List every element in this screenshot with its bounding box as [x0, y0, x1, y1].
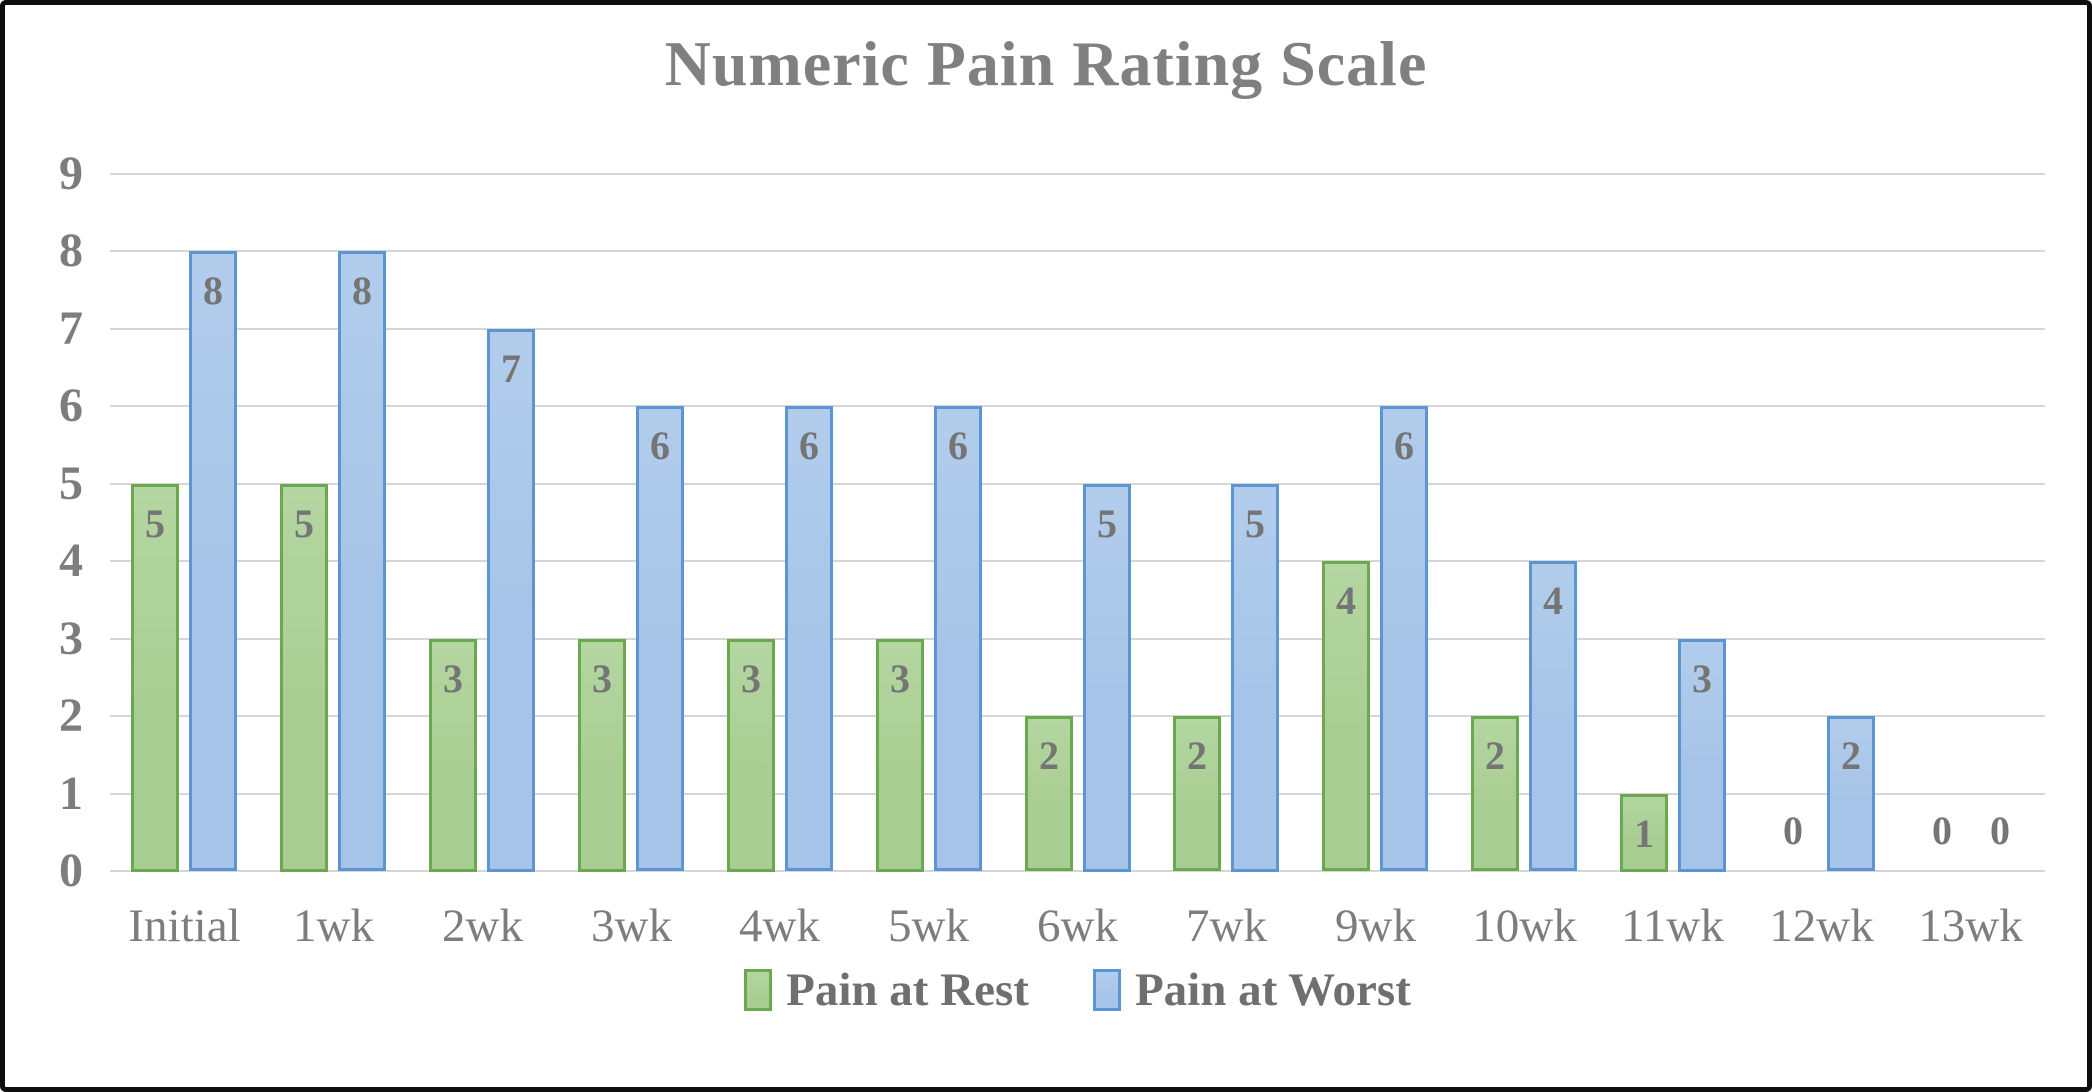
y-axis-tick-label: 5 [59, 457, 83, 510]
gridline-y-1 [110, 793, 2045, 795]
gridline-y-5 [110, 483, 2045, 485]
legend-item-pain-at-worst: Pain at Worst [1092, 960, 1411, 1020]
x-axis-tick-label-12wk: 12wk [1769, 900, 1874, 952]
data-label: 1 [1634, 811, 1654, 856]
data-label: 8 [352, 268, 372, 313]
legend: Pain at Rest Pain at Worst [110, 960, 2045, 1020]
data-label: 2 [1841, 733, 1861, 778]
data-label: 5 [294, 501, 314, 546]
x-axis-tick-label-7wk: 7wk [1186, 900, 1267, 952]
bar-pain-at-worst-1wk [338, 251, 386, 871]
data-label: 0 [1932, 808, 1952, 853]
legend-swatch-pain-at-worst-icon [1092, 969, 1121, 1011]
data-label: 3 [1692, 656, 1712, 701]
data-label: 3 [890, 656, 910, 701]
bar-pain-at-rest-3wk [578, 639, 626, 872]
data-label: 6 [1394, 423, 1414, 468]
bar-pain-at-rest-Initial [131, 484, 179, 872]
gridline-y-2 [110, 715, 2045, 717]
gridline-y-8 [110, 250, 2045, 252]
bar-pain-at-worst-11wk [1678, 639, 1726, 872]
x-axis-tick-label-6wk: 6wk [1037, 900, 1118, 952]
x-axis-tick-label-4wk: 4wk [739, 900, 820, 952]
gridline-y-3 [110, 638, 2045, 640]
bar-pain-at-worst-9wk [1380, 406, 1428, 871]
legend-label-pain-at-worst: Pain at Worst [1134, 964, 1411, 1016]
bar-pain-at-rest-2wk [429, 639, 477, 872]
data-label: 8 [203, 268, 223, 313]
data-label: 3 [741, 656, 761, 701]
bar-pain-at-worst-7wk [1231, 484, 1279, 872]
gridline-y-9 [110, 173, 2045, 175]
bar-pain-at-rest-9wk [1322, 561, 1370, 871]
chart-title: Numeric Pain Rating Scale [664, 28, 1428, 99]
data-label: 6 [799, 423, 819, 468]
gridline-y-4 [110, 560, 2045, 562]
bar-pain-at-worst-6wk [1083, 484, 1131, 872]
data-label: 3 [592, 656, 612, 701]
x-axis-tick-label-3wk: 3wk [591, 900, 672, 952]
data-label: 5 [1097, 501, 1117, 546]
data-label: 4 [1336, 578, 1356, 623]
bar-pain-at-rest-6wk [1025, 716, 1073, 871]
bar-pain-at-rest-5wk [876, 639, 924, 872]
gridline-y-7 [110, 328, 2045, 330]
data-label: 2 [1187, 733, 1207, 778]
bar-pain-at-worst-5wk [934, 406, 982, 871]
x-axis-tick-label-11wk: 11wk [1621, 900, 1724, 952]
data-label: 4 [1543, 578, 1563, 623]
y-axis-tick-label: 1 [59, 767, 83, 820]
data-label: 0 [1783, 808, 1803, 853]
x-axis-tick-label-5wk: 5wk [888, 900, 969, 952]
y-axis-tick-label: 0 [59, 844, 83, 897]
data-label: 7 [501, 346, 521, 391]
y-axis-tick-label: 4 [59, 534, 83, 587]
bar-pain-at-worst-4wk [785, 406, 833, 871]
gridline-y-0 [110, 870, 2045, 872]
x-axis-tick-label-9wk: 9wk [1335, 900, 1416, 952]
gridline-y-6 [110, 405, 2045, 407]
legend-label-pain-at-rest: Pain at Rest [786, 964, 1029, 1016]
bar-pain-at-worst-2wk [487, 329, 535, 872]
y-axis-tick-label: 2 [59, 689, 83, 742]
bar-pain-at-rest-4wk [727, 639, 775, 872]
bar-pain-at-worst-12wk [1827, 716, 1875, 871]
bar-pain-at-worst-3wk [636, 406, 684, 871]
x-axis-tick-label-Initial: Initial [128, 900, 241, 952]
y-axis-tick-label: 7 [59, 302, 83, 355]
x-axis-tick-label-13wk: 13wk [1918, 900, 2023, 952]
y-axis-tick-label: 6 [59, 379, 83, 432]
x-axis-tick-label-1wk: 1wk [293, 900, 374, 952]
x-axis-tick-label-10wk: 10wk [1472, 900, 1577, 952]
legend-swatch-pain-at-rest-icon [744, 969, 773, 1011]
data-label: 5 [1245, 501, 1265, 546]
y-axis-tick-label: 3 [59, 612, 83, 665]
bar-pain-at-rest-10wk [1471, 716, 1519, 871]
data-label: 3 [443, 656, 463, 701]
data-label: 6 [948, 423, 968, 468]
bar-pain-at-rest-11wk [1620, 794, 1668, 872]
y-axis-tick-label: 8 [59, 224, 83, 277]
data-label: 6 [650, 423, 670, 468]
data-label: 2 [1485, 733, 1505, 778]
legend-item-pain-at-rest: Pain at Rest [744, 960, 1029, 1020]
data-label: 0 [1990, 808, 2010, 853]
bar-pain-at-rest-7wk [1173, 716, 1221, 871]
y-axis-tick-label: 9 [59, 147, 83, 200]
data-label: 2 [1039, 733, 1059, 778]
bar-pain-at-worst-Initial [189, 251, 237, 871]
data-label: 5 [145, 501, 165, 546]
x-axis-tick-label-2wk: 2wk [442, 900, 523, 952]
bar-pain-at-rest-1wk [280, 484, 328, 872]
bar-pain-at-worst-10wk [1529, 561, 1577, 871]
